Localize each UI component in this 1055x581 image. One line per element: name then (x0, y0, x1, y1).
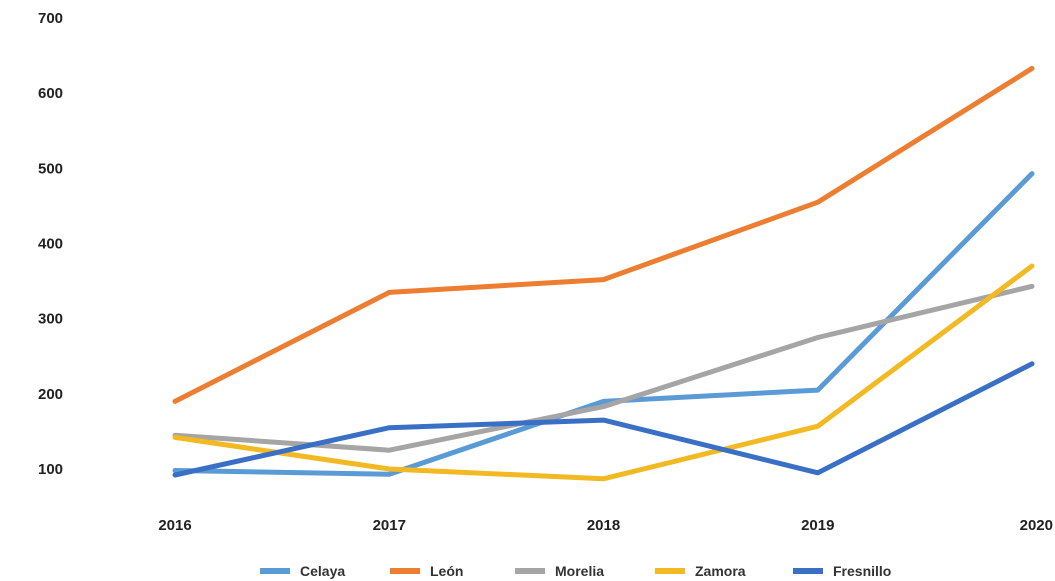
legend-swatch (515, 568, 545, 574)
legend-label: León (430, 563, 463, 579)
y-axis-ticks: 100 200 300 400 500 600 700 (38, 10, 63, 478)
legend: Celaya León Morelia Zamora Fresnillo (260, 563, 891, 579)
legend-label: Celaya (300, 563, 345, 579)
legend-swatch (655, 568, 685, 574)
legend-item: León (390, 563, 463, 579)
legend-label: Zamora (695, 563, 746, 579)
x-tick-label: 2018 (587, 517, 620, 534)
series-line-fresnillo (172, 361, 1035, 478)
x-tick-label: 2019 (801, 517, 834, 534)
legend-item: Celaya (260, 563, 345, 579)
y-tick-label: 700 (38, 10, 63, 27)
y-tick-label: 200 (38, 386, 63, 403)
y-tick-label: 400 (38, 236, 63, 253)
legend-item: Morelia (515, 563, 604, 579)
legend-item: Zamora (655, 563, 746, 579)
series-lines (172, 65, 1035, 482)
legend-item: Fresnillo (793, 563, 891, 579)
y-tick-label: 300 (38, 311, 63, 328)
series-line-zamora (172, 263, 1035, 482)
legend-swatch (260, 568, 290, 574)
x-axis-ticks: 2016 2017 2018 2019 2020 (158, 517, 1053, 534)
x-tick-label: 2020 (1020, 517, 1053, 534)
legend-swatch (390, 568, 420, 574)
legend-label: Morelia (555, 563, 604, 579)
legend-label: Fresnillo (833, 563, 891, 579)
legend-swatch (793, 568, 823, 574)
x-tick-label: 2016 (158, 517, 191, 534)
series-line-morelia (172, 283, 1035, 453)
y-tick-label: 600 (38, 85, 63, 102)
x-tick-label: 2017 (373, 517, 406, 534)
y-tick-label: 100 (38, 461, 63, 478)
series-line-león (172, 65, 1035, 404)
y-tick-label: 500 (38, 160, 63, 177)
